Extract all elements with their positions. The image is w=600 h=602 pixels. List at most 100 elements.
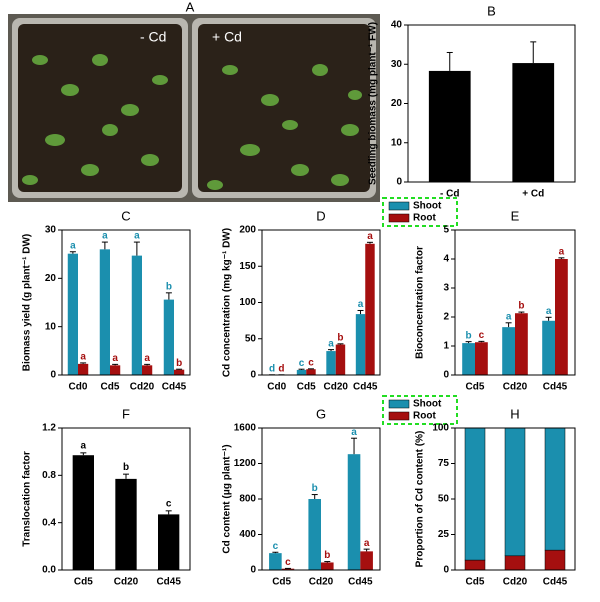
x-tick-label: Cd45 <box>353 382 378 393</box>
y-axis-label: Cd content (μg plant⁻¹) <box>222 444 233 553</box>
bar <box>78 364 88 375</box>
panel-label: E <box>511 208 520 223</box>
bar <box>158 514 179 570</box>
significance-letter: c <box>273 541 279 552</box>
legend-swatch <box>389 400 409 408</box>
y-tick-label: 1200 <box>234 458 257 469</box>
significance-letter: c <box>166 498 172 509</box>
panel-label: D <box>316 208 325 223</box>
y-tick-label: 0 <box>250 370 256 381</box>
bar <box>73 455 94 570</box>
panel-label: H <box>510 406 519 421</box>
y-tick-label: 800 <box>239 494 256 505</box>
bar <box>269 553 282 570</box>
x-tick-label: + Cd <box>522 189 544 200</box>
bar <box>308 499 321 570</box>
photo-label: + Cd <box>212 29 242 45</box>
y-tick-label: 0.8 <box>42 470 56 481</box>
significance-letter: a <box>358 299 364 310</box>
significance-letter: a <box>134 231 140 242</box>
panel-label: C <box>121 208 130 223</box>
y-axis-label: Proportion of Cd content (%) <box>415 431 426 568</box>
significance-letter: b <box>466 330 472 341</box>
significance-letter: b <box>123 462 129 473</box>
significance-letter: b <box>337 332 343 343</box>
legend-label: Root <box>413 213 436 224</box>
panel-label: F <box>122 406 130 421</box>
significance-letter: c <box>308 357 314 368</box>
x-tick-label: Cd5 <box>101 382 120 393</box>
significance-letter: a <box>506 311 512 322</box>
y-tick-label: 0.4 <box>42 517 56 528</box>
y-tick-label: 20 <box>45 273 57 284</box>
x-tick-label: Cd20 <box>503 577 528 588</box>
significance-letter: c <box>285 557 291 568</box>
x-tick-label: Cd5 <box>466 382 485 393</box>
bar <box>512 63 554 182</box>
y-tick-label: 30 <box>45 225 57 236</box>
bar <box>164 300 174 375</box>
y-tick-label: 1.2 <box>42 423 56 434</box>
soil <box>198 24 370 192</box>
y-tick-label: 3 <box>443 283 449 294</box>
bar <box>326 351 335 375</box>
significance-letter: b <box>312 483 318 494</box>
significance-letter: c <box>479 330 485 341</box>
y-tick-label: 0.0 <box>42 565 56 576</box>
bar <box>174 370 184 375</box>
bar <box>68 254 78 375</box>
panel-label: G <box>316 406 326 421</box>
x-tick-label: Cd45 <box>156 577 181 588</box>
legend-label: Root <box>413 411 436 422</box>
soil <box>18 24 182 192</box>
significance-letter: b <box>166 281 172 292</box>
significance-letter: b <box>176 358 182 369</box>
significance-letter: d <box>278 363 284 374</box>
x-tick-label: Cd45 <box>162 382 187 393</box>
x-tick-label: Cd5 <box>297 382 316 393</box>
bar <box>142 365 152 375</box>
x-tick-label: Cd20 <box>309 577 334 588</box>
legend-swatch <box>389 202 409 210</box>
bar <box>110 365 120 375</box>
y-tick-label: 0 <box>443 370 449 381</box>
y-tick-label: 100 <box>432 423 449 434</box>
y-tick-label: 0 <box>443 565 449 576</box>
bar <box>360 551 373 570</box>
significance-letter: a <box>102 231 108 242</box>
significance-letter: a <box>364 538 370 549</box>
bar <box>132 256 142 375</box>
x-tick-label: Cd20 <box>324 382 349 393</box>
x-tick-label: Cd20 <box>503 382 528 393</box>
legend-swatch <box>389 412 409 420</box>
y-tick-label: 150 <box>239 261 256 272</box>
y-tick-label: 4 <box>443 254 449 265</box>
panel-label: A <box>186 0 195 14</box>
significance-letter: a <box>70 240 76 251</box>
bar <box>365 244 374 375</box>
y-tick-label: 0 <box>50 370 56 381</box>
bar-segment <box>465 428 485 560</box>
bar <box>502 327 515 375</box>
x-tick-label: Cd5 <box>272 577 291 588</box>
significance-letter: a <box>559 246 565 257</box>
y-axis-label: Translocation factor <box>22 451 33 547</box>
significance-letter: a <box>80 352 86 363</box>
x-tick-label: Cd5 <box>74 577 93 588</box>
bar <box>336 345 345 375</box>
x-tick-label: Cd45 <box>543 577 568 588</box>
bar <box>462 343 475 375</box>
y-tick-label: 10 <box>45 321 57 332</box>
panel-label: B <box>487 3 496 18</box>
bar <box>515 313 528 375</box>
y-tick-label: 1 <box>443 341 449 352</box>
y-tick-label: 50 <box>438 494 450 505</box>
y-axis-label: Bioconcentration factor <box>415 246 426 359</box>
x-tick-label: Cd0 <box>69 382 88 393</box>
bar-segment <box>545 550 565 570</box>
bar <box>297 370 306 375</box>
y-tick-label: 20 <box>391 98 403 109</box>
significance-letter: b <box>324 550 330 561</box>
y-axis-label: Cd concentration (mg kg⁻¹ DW) <box>222 228 233 377</box>
y-tick-label: 2 <box>443 312 449 323</box>
